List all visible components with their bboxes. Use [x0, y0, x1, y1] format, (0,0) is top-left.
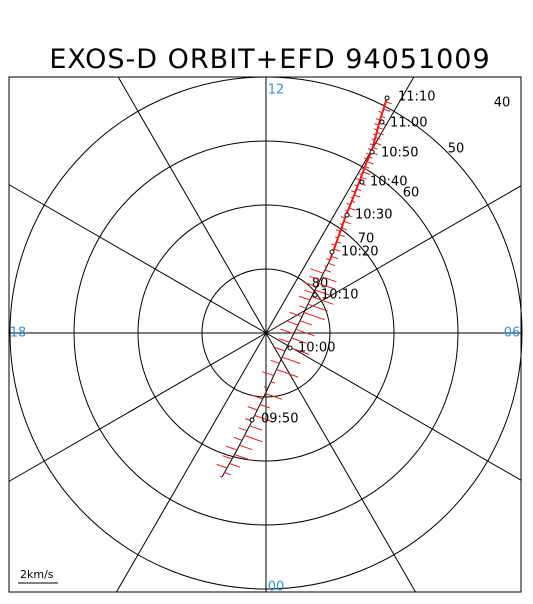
time-marker	[384, 95, 390, 101]
radial-line	[265, 332, 522, 481]
time-marker	[329, 249, 335, 255]
time-marker	[287, 345, 293, 351]
time-marker	[344, 212, 350, 218]
local-time-label: 12	[268, 83, 285, 98]
time-marker	[249, 417, 255, 423]
radial-line	[116, 332, 267, 593]
radial-line	[265, 332, 416, 593]
latitude-label: 60	[403, 186, 420, 201]
orbit-track: 11:10 11:00 10:50 10:40 10:30 10:20 10:10 10:00…	[216, 90, 435, 478]
track-red	[329, 97, 388, 261]
time-marker	[379, 119, 385, 125]
time-label: 09:50	[261, 412, 298, 427]
time-label: 10:50	[381, 146, 418, 161]
latitude-label: 40	[494, 96, 511, 111]
radial-line	[265, 76, 415, 334]
time-label: 11:00	[390, 116, 427, 131]
radial-line	[8, 184, 267, 334]
time-label: 10:00	[298, 341, 335, 356]
radial-line	[117, 76, 267, 334]
time-label: 10:20	[341, 245, 378, 260]
latitude-label: 70	[358, 232, 375, 247]
time-marker	[359, 179, 365, 185]
time-marker	[369, 149, 375, 155]
time-label: 10:40	[370, 175, 407, 190]
radial-line	[8, 332, 267, 482]
latitude-label: 50	[448, 142, 465, 157]
field-vectors	[216, 101, 392, 478]
radial-line	[265, 185, 522, 334]
time-label: 11:10	[398, 90, 435, 105]
local-time-label: 06	[504, 326, 521, 341]
title: EXOS-D ORBIT+EFD 94051009	[49, 44, 490, 75]
local-time-label: 18	[10, 326, 27, 341]
time-label: 10:10	[321, 288, 358, 303]
time-label: 10:30	[355, 208, 392, 223]
scale-label: 2km/s	[20, 568, 54, 581]
local-time-label: 00	[268, 580, 285, 595]
time-marker	[312, 292, 318, 298]
